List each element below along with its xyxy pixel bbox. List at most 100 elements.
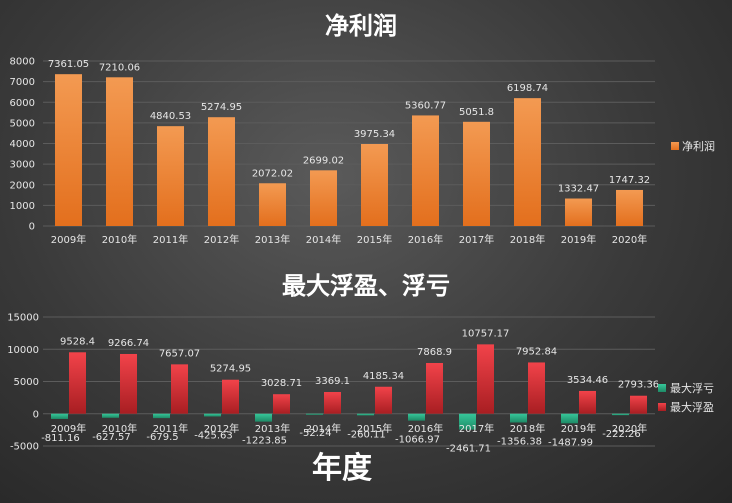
bar-max-gain bbox=[69, 352, 86, 414]
y-tick-label: 0 bbox=[33, 409, 39, 420]
float-data-labels: 9528.4 -811.16 9266.74 -627.57 7657.07 -679.5… bbox=[41, 328, 659, 454]
bar-max-gain bbox=[273, 394, 290, 414]
bar-net-profit bbox=[106, 77, 133, 226]
data-label-max-loss: -627.57 bbox=[92, 432, 131, 443]
bar-max-gain bbox=[324, 392, 341, 414]
y-tick-label: 8000 bbox=[10, 57, 35, 68]
data-label: 2699.02 bbox=[303, 155, 344, 166]
bar-net-profit bbox=[616, 189, 643, 226]
bar-max-loss bbox=[51, 413, 68, 419]
data-label-max-loss: -1223.85 bbox=[242, 436, 287, 447]
y-tick-label: -5000 bbox=[10, 442, 39, 453]
x-tick-label: 2009年 bbox=[51, 422, 86, 435]
bar-max-gain bbox=[375, 386, 392, 414]
bar-max-loss bbox=[612, 413, 629, 416]
x-tick-label: 2019年 bbox=[561, 422, 596, 435]
bar-max-loss bbox=[102, 413, 119, 418]
data-label: 3975.34 bbox=[354, 129, 395, 140]
bar-max-gain bbox=[579, 390, 596, 414]
bar-net-profit bbox=[310, 170, 337, 226]
bar-net-profit bbox=[157, 126, 184, 226]
data-label-max-gain: 7952.84 bbox=[516, 346, 557, 357]
y-tick-label: 6000 bbox=[10, 98, 35, 109]
x-tick-label: 2012年 bbox=[204, 422, 239, 435]
data-label-max-gain: 5274.95 bbox=[210, 364, 251, 375]
x-tick-label: 2012年 bbox=[204, 233, 239, 246]
x-tick-label: 2015年 bbox=[357, 422, 392, 435]
legend-label-max-loss: 最大浮亏 bbox=[670, 381, 714, 395]
bar-net-profit bbox=[259, 183, 286, 226]
data-label-max-loss: -1356.38 bbox=[497, 436, 542, 447]
bar-max-loss bbox=[153, 413, 170, 419]
data-label-max-loss: -2461.71 bbox=[446, 444, 491, 455]
x-tick-label: 2014年 bbox=[306, 422, 341, 435]
y-tick-label: 1000 bbox=[10, 201, 35, 212]
bar-max-gain bbox=[222, 379, 239, 414]
data-label-max-loss: -1066.97 bbox=[395, 435, 440, 446]
bar-net-profit bbox=[55, 74, 82, 226]
bar-max-loss bbox=[459, 413, 476, 430]
x-tick-label: 2019年 bbox=[561, 233, 596, 246]
legend-swatch-max-gain bbox=[658, 403, 666, 411]
data-label-max-gain: 10757.17 bbox=[462, 328, 510, 339]
profit-x-axis: 2009年 2010年 2011年 2012年 2013年 2014年 2015年 2016年… bbox=[51, 233, 647, 246]
bar-net-profit bbox=[514, 98, 541, 226]
float-bars bbox=[51, 344, 647, 430]
bar-net-profit bbox=[565, 198, 592, 226]
x-tick-label: 2018年 bbox=[510, 422, 545, 435]
y-tick-label: 2000 bbox=[10, 180, 35, 191]
bar-max-loss bbox=[510, 413, 527, 423]
profit-legend: 净利润 bbox=[671, 139, 715, 153]
data-label: 6198.74 bbox=[507, 83, 548, 94]
y-tick-label: 10000 bbox=[7, 345, 39, 356]
x-tick-label: 2017年 bbox=[459, 422, 494, 435]
y-tick-label: 0 bbox=[29, 222, 35, 233]
float-y-axis: -5000 0 5000 10000 15000 bbox=[7, 313, 39, 453]
data-label-max-loss: -222.26 bbox=[602, 429, 641, 440]
y-tick-label: 7000 bbox=[10, 77, 35, 88]
bar-max-loss bbox=[306, 413, 323, 415]
bar-max-gain bbox=[477, 344, 494, 414]
bar-max-loss bbox=[204, 413, 221, 417]
data-label: 1747.32 bbox=[609, 175, 650, 186]
bar-max-gain bbox=[120, 353, 137, 414]
profit-data-labels: 7361.05 7210.06 4840.53 5274.95 2072.02 2699.… bbox=[48, 59, 650, 194]
data-label: 1332.47 bbox=[558, 184, 599, 195]
bar-max-gain bbox=[426, 362, 443, 414]
bar-max-gain bbox=[528, 362, 545, 414]
float-x-axis: 2009年 2010年 2011年 2012年 2013年 2014年 2015年 2016年… bbox=[51, 422, 647, 435]
x-tick-label: 2010年 bbox=[102, 233, 137, 246]
data-label-max-gain: 3369.1 bbox=[315, 376, 350, 387]
bar-max-loss bbox=[255, 413, 272, 422]
data-label-max-gain: 3534.46 bbox=[567, 375, 608, 386]
y-tick-label: 3000 bbox=[10, 160, 35, 171]
x-tick-label: 2017年 bbox=[459, 233, 494, 246]
profit-bars bbox=[55, 74, 643, 226]
data-label-max-gain: 9528.4 bbox=[60, 336, 95, 347]
x-tick-label: 2013年 bbox=[255, 233, 290, 246]
data-label-max-loss: -52.24 bbox=[299, 428, 331, 439]
data-label: 7361.05 bbox=[48, 59, 89, 70]
data-label-max-gain: 2793.36 bbox=[618, 380, 659, 391]
data-label-max-loss: -425.63 bbox=[194, 430, 233, 441]
profit-y-axis: 0 1000 2000 3000 4000 5000 6000 7000 8000 bbox=[10, 57, 35, 233]
data-label-max-loss: -260.11 bbox=[347, 429, 386, 440]
legend-label-net-profit: 净利润 bbox=[682, 139, 715, 153]
x-tick-label: 2011年 bbox=[153, 422, 188, 435]
bar-max-loss bbox=[357, 413, 374, 416]
x-tick-label: 2013年 bbox=[255, 422, 290, 435]
x-tick-label: 2018年 bbox=[510, 233, 545, 246]
data-label-max-gain: 9266.74 bbox=[108, 338, 149, 349]
x-tick-label: 2009年 bbox=[51, 233, 86, 246]
float-x-axis-title: 年度 bbox=[312, 451, 372, 486]
profit-grid bbox=[43, 60, 655, 227]
x-tick-label: 2015年 bbox=[357, 233, 392, 246]
x-tick-label: 2016年 bbox=[408, 233, 443, 246]
profit-chart: 净利润 0 1000 2000 3000 4000 5000 6000 7000 8000 73… bbox=[10, 12, 715, 246]
y-tick-label: 5000 bbox=[14, 377, 39, 388]
data-label: 4840.53 bbox=[150, 111, 191, 122]
y-tick-label: 4000 bbox=[10, 139, 35, 150]
float-grid bbox=[43, 316, 655, 447]
